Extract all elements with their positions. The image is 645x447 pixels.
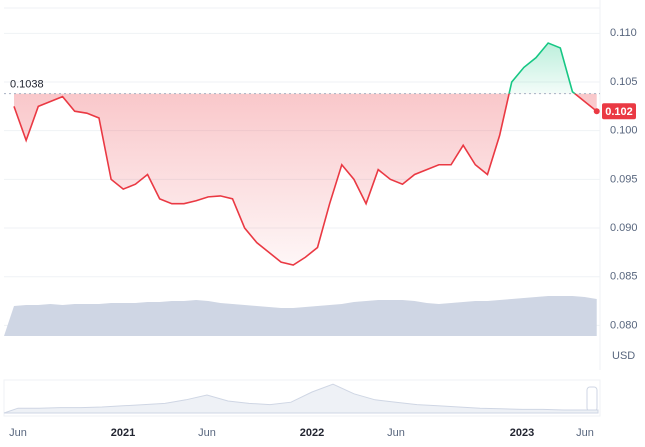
price-plot <box>4 42 600 266</box>
y-tick-label: 0.090 <box>610 222 638 234</box>
area-down <box>14 93 597 266</box>
y-tick-label: 0.110 <box>610 27 637 39</box>
currency-label: USD <box>612 350 635 362</box>
price-tag <box>602 103 636 120</box>
y-tick-label: 0.085 <box>610 271 638 283</box>
x-tick-label: 2 <box>266 345 272 357</box>
navigator-label: Jun <box>198 427 216 439</box>
x-tick-label: 30 <box>8 345 20 357</box>
navigator-area <box>3 383 599 414</box>
x-tick-label: 5 <box>521 345 527 357</box>
baseline-label: 0.1038 <box>10 79 44 91</box>
navigator-label: Jun <box>9 427 27 439</box>
navigator-frame <box>3 379 601 417</box>
price-tag-label: 0.102 <box>605 106 633 118</box>
navigator-label: 2022 <box>300 427 324 439</box>
navigator-label: 2023 <box>510 427 534 439</box>
x-tick-label: 8:00 PM <box>564 345 605 357</box>
y-tick-label: 0.080 <box>610 319 638 331</box>
x-tick-label: 4 <box>436 345 442 357</box>
price-line-down <box>13 93 598 266</box>
area-up <box>14 43 597 94</box>
x-labels: 30 31 Jun 2 3 4 5 8:00 PM <box>8 345 605 357</box>
y-tick-label: 0.095 <box>610 173 638 185</box>
volume-area <box>4 296 597 336</box>
current-point <box>593 108 600 115</box>
navigator-label: Jun <box>576 427 594 439</box>
navigator-label: 2021 <box>111 427 135 439</box>
x-tick-label: 3 <box>351 345 357 357</box>
y-tick-label: 0.105 <box>610 76 638 88</box>
y-tick-label: 0.100 <box>610 125 638 137</box>
navigator-label: Jun <box>387 427 405 439</box>
x-tick-label: 31 <box>93 345 105 357</box>
x-tick-label: Jun <box>174 345 194 357</box>
navigator-handle[interactable] <box>586 386 598 412</box>
